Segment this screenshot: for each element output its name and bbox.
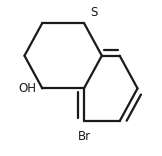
Text: S: S [90,5,97,19]
Text: OH: OH [18,82,36,95]
Text: Br: Br [77,130,91,143]
